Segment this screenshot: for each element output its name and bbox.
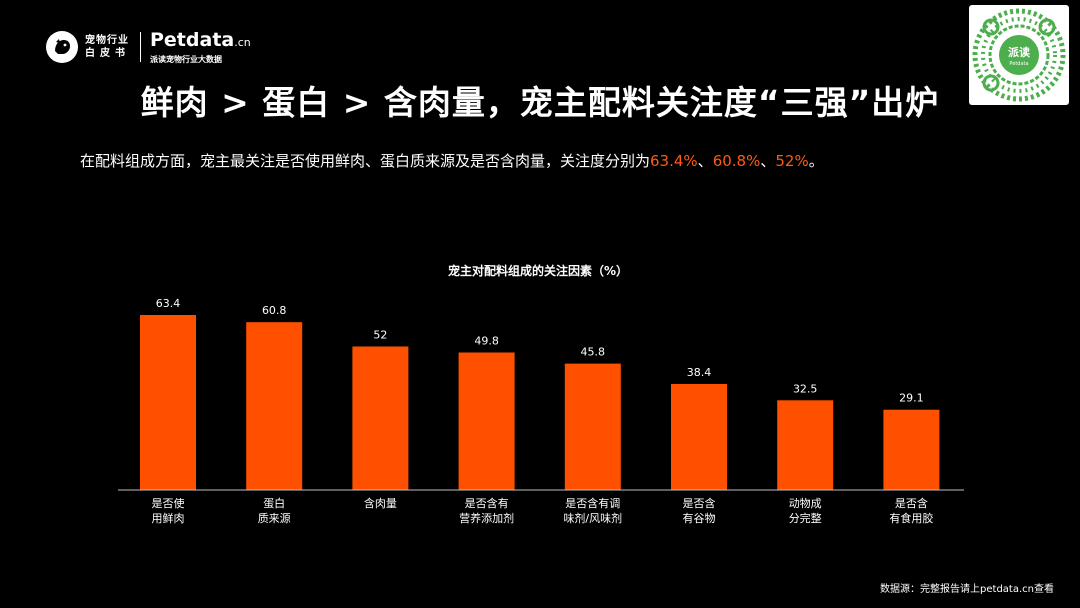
white-paper-line1: 宠物行业: [85, 35, 129, 46]
chart-bars: [140, 315, 940, 490]
bar-5: [564, 363, 621, 490]
data-label-4: 49.8: [474, 335, 499, 348]
data-label-6: 38.4: [687, 366, 712, 379]
data-label-3: 52: [373, 329, 387, 342]
brand-name-suffix: .cn: [234, 35, 251, 49]
white-paper-line2: 白皮书: [85, 48, 130, 59]
qr-center-sub: Petdata: [1009, 61, 1028, 67]
category-label-1-line-2: 用鲜肉: [152, 511, 185, 525]
category-label-7-line-2: 分完整: [789, 511, 822, 525]
logo-divider: [140, 32, 141, 62]
chart-title: 宠主对配料组成的关注因素（%）: [448, 263, 628, 278]
mini-program-qr-code: 派读 Petdata: [969, 5, 1069, 105]
bar-chart: 宠主对配料组成的关注因素（%） 63.4 是否使用鲜肉 60.8 蛋白质来源 52 含肉量…: [118, 263, 964, 525]
highlight-value-protein: 60.8%: [712, 152, 761, 170]
category-label-2-line-1: 蛋白: [263, 496, 285, 510]
bar-7: [777, 400, 834, 490]
summary-body: 在配料组成方面，宠主最关注是否使用鲜肉、蛋白质来源及是否含肉量，关注度分别为: [80, 152, 651, 170]
qr-center-label: 派读: [1008, 45, 1030, 59]
data-source-note: 数据源：完整报告请上petdata.cn查看: [880, 584, 1054, 595]
bar-4: [458, 352, 515, 490]
bar-1: [140, 315, 196, 490]
data-label-2: 60.8: [262, 304, 287, 317]
category-label-5-line-2: 味剂/风味剂: [563, 511, 622, 525]
category-label-5-line-1: 是否含有调: [565, 496, 620, 510]
brand-logo: 宠物行业 白皮书 Petdata.cn 派读宠物行业大数据: [46, 30, 251, 64]
category-label-8-line-1: 是否含: [895, 496, 928, 510]
category-label-1-line-1: 是否使: [152, 497, 185, 510]
highlight-value-fresh-meat: 63.4%: [650, 152, 698, 170]
brand-name: Petdata.cn: [150, 30, 251, 53]
data-label-7: 32.5: [793, 382, 818, 395]
highlight-value-meat-content: 52%: [775, 152, 809, 170]
bar-8: [883, 409, 940, 490]
bar-6: [671, 384, 727, 490]
brand-name-main: Petdata: [150, 28, 235, 51]
pet-logo-icon: [46, 31, 78, 63]
bar-2: [246, 322, 303, 490]
category-label-4-line-1: 是否含有: [465, 496, 509, 510]
brand-text: Petdata.cn 派读宠物行业大数据: [150, 30, 251, 65]
data-label-8: 29.1: [899, 392, 924, 405]
bar-3: [352, 346, 409, 490]
category-label-2-line-2: 质来源: [258, 511, 291, 525]
qr-code-icon: 派读 Petdata: [972, 8, 1066, 102]
category-label-3-line-1: 含肉量: [364, 496, 397, 510]
category-label-6-line-1: 是否含: [683, 496, 716, 510]
category-label-8-line-2: 有食用胶: [889, 511, 933, 525]
summary-text: 在配料组成方面，宠主最关注是否使用鲜肉、蛋白质来源及是否含肉量，关注度分别为63…: [80, 150, 824, 171]
category-label-4-line-2: 营养添加剂: [459, 511, 514, 525]
summary-separator: 、: [760, 152, 776, 170]
category-label-7-line-1: 动物成: [789, 496, 822, 510]
brand-tagline: 派读宠物行业大数据: [150, 54, 222, 64]
category-label-6-line-2: 有谷物: [683, 511, 716, 525]
page-title: 鲜肉 > 蛋白 > 含肉量，宠主配料关注度“三强”出炉: [140, 83, 940, 122]
summary-end: 。: [808, 152, 824, 170]
data-label-5: 45.8: [581, 346, 606, 359]
data-label-1: 63.4: [156, 297, 181, 310]
summary-separator: 、: [697, 152, 713, 170]
white-paper-label: 宠物行业 白皮书: [85, 34, 130, 60]
